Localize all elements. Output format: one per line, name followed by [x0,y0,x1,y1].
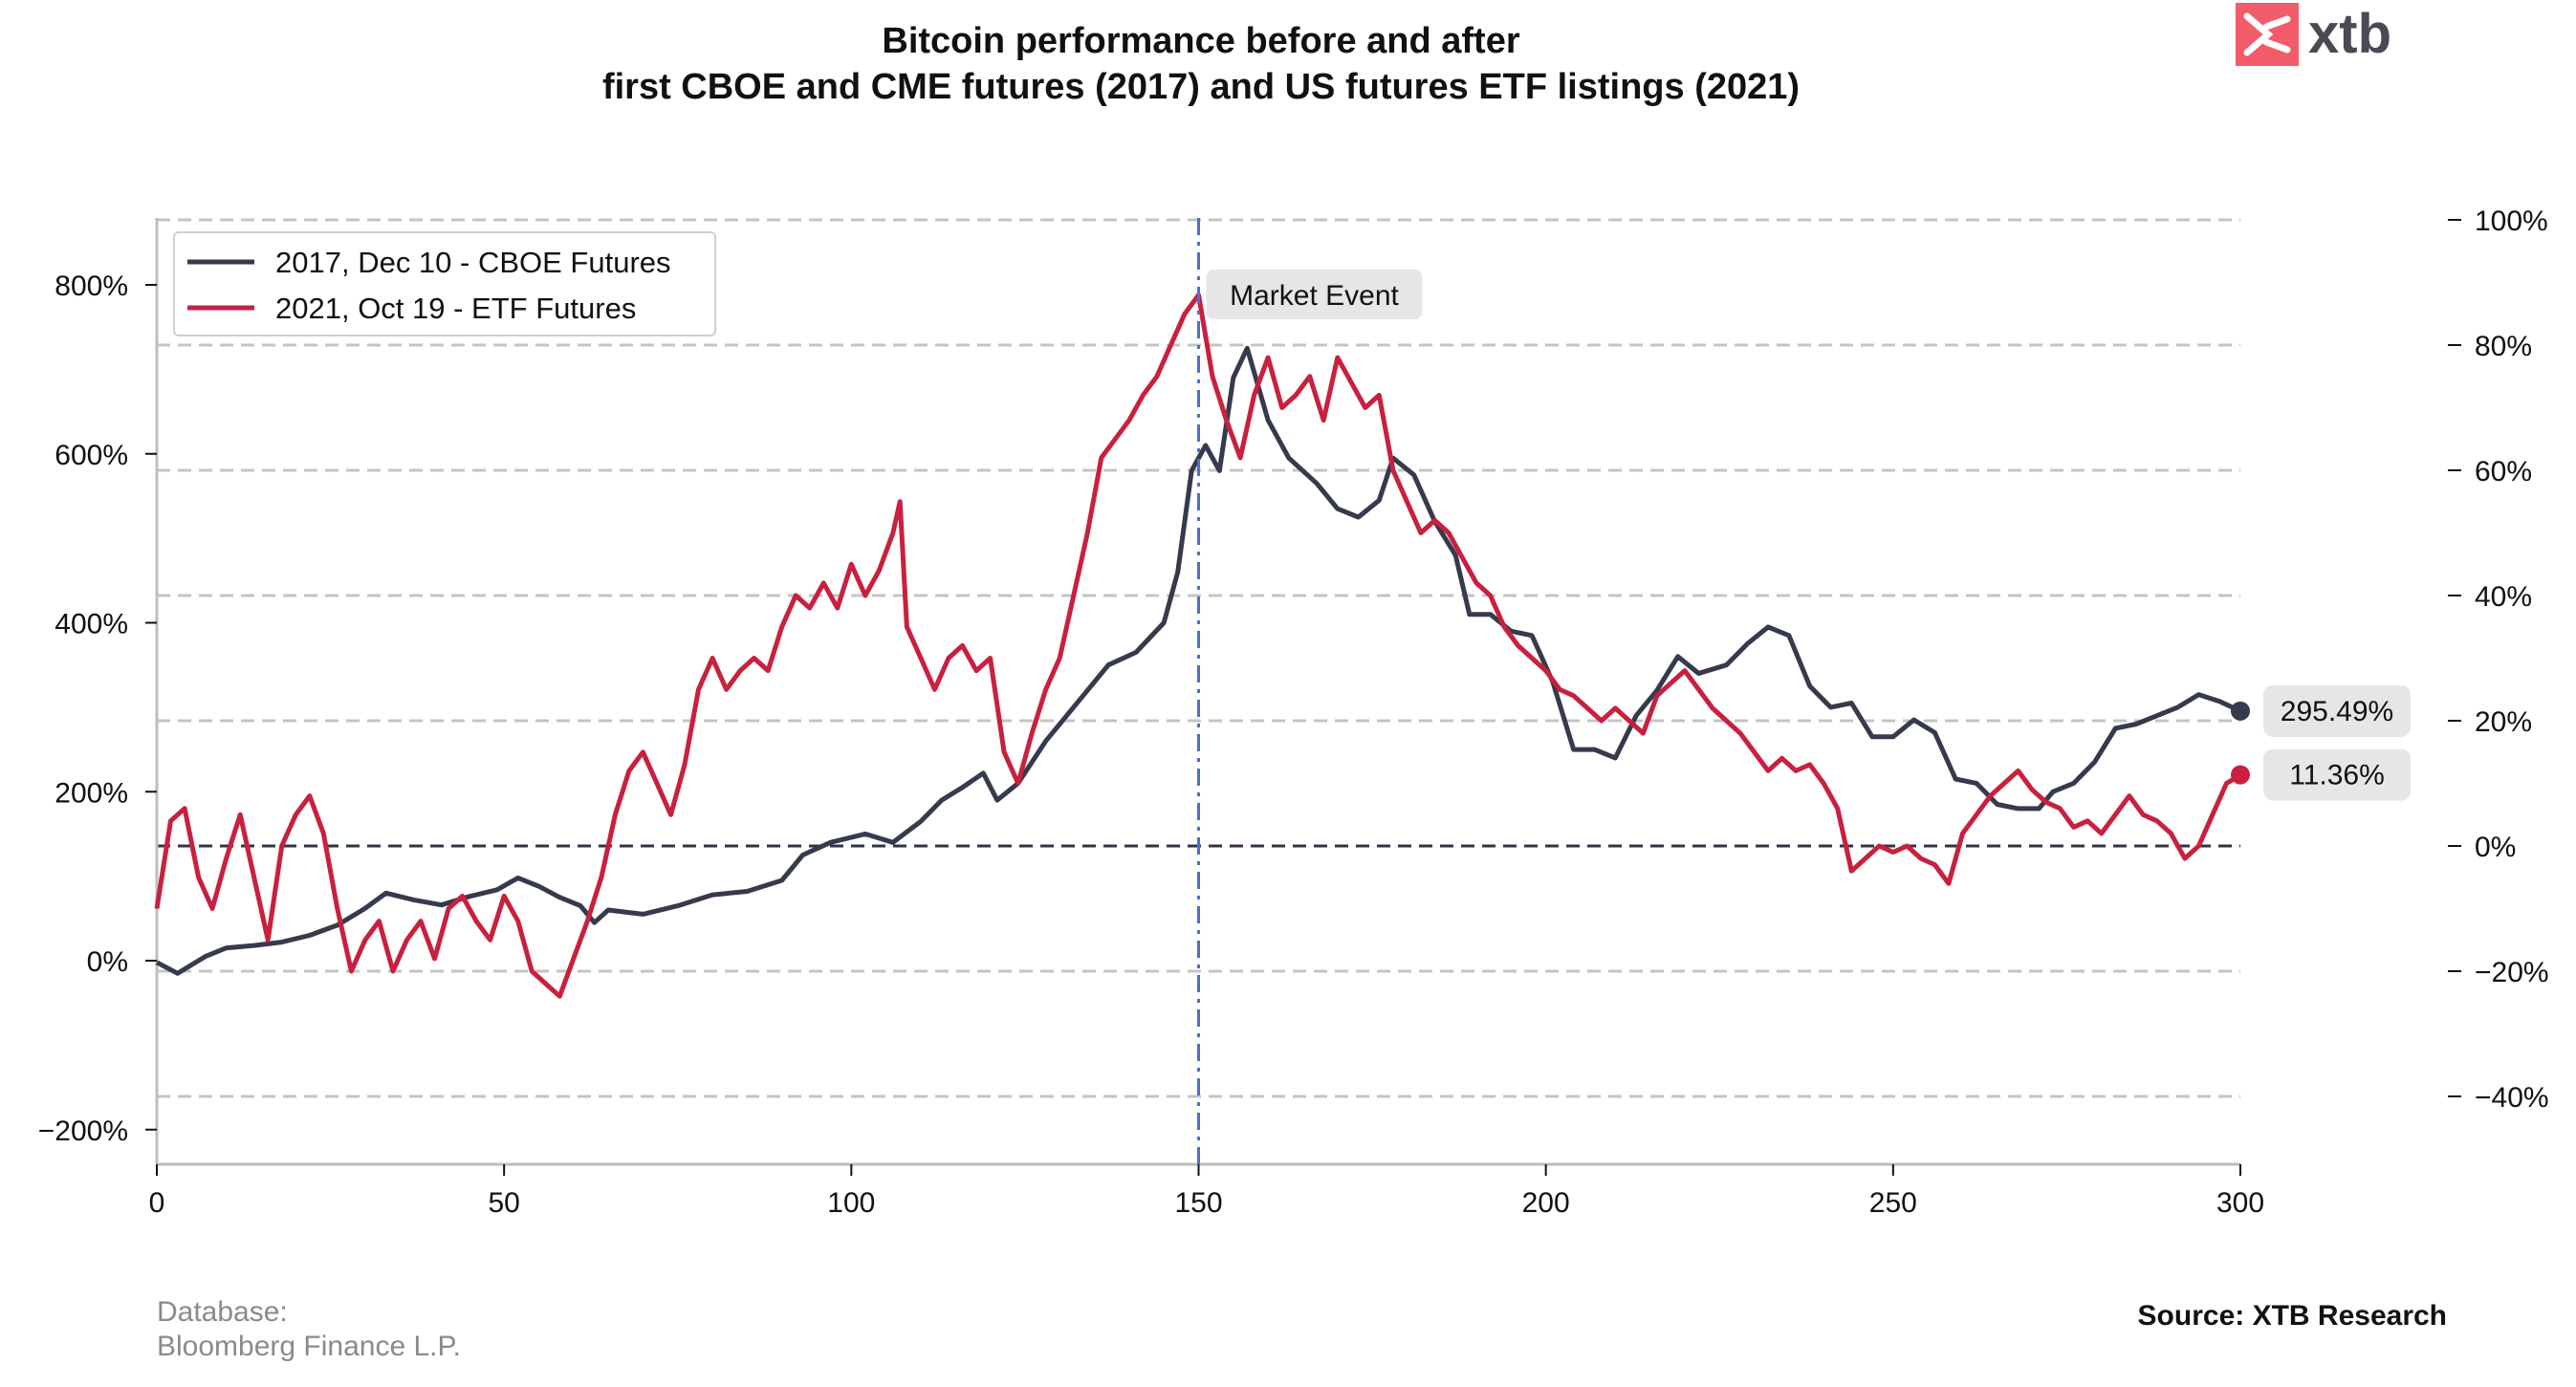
xtb-logo-cross-icon [2243,12,2291,56]
x-tick-label: 250 [1869,1187,1917,1219]
right-tick-label: 0% [2475,832,2516,863]
chart-subtitle: first CBOE and CME futures (2017) and US… [602,67,1800,107]
right-tick-label: −40% [2475,1082,2549,1114]
right-tick-label: 40% [2475,581,2532,613]
right-tick-label: 60% [2475,456,2532,488]
legend-label-2017: 2017, Dec 10 - CBOE Futures [275,246,671,279]
footer-database-label: Database: [157,1296,288,1328]
footer-source: Source: XTB Research [2138,1300,2447,1332]
footer-database-value: Bloomberg Finance L.P. [157,1331,461,1362]
end-labels: 295.49% 11.36% [2231,684,2411,801]
market-event-label-box [1206,270,1423,319]
left-tick-label: 200% [55,777,128,809]
x-tick-label: 50 [488,1187,519,1219]
legend-label-2021: 2021, Oct 19 - ETF Futures [275,292,636,325]
right-tick-label: −20% [2475,957,2549,988]
left-tick-label: 800% [55,271,128,302]
legend-box [173,231,716,336]
end-marker-2017 [2231,701,2250,721]
market-event: Market Event [1197,218,1423,1164]
x-tick-label: 300 [2216,1187,2264,1219]
chart-title: Bitcoin performance before and after [882,21,1519,61]
axes: 800% 600% 400% 200% 0% −200% 100% 80% 60% 40% 20% 0… [38,206,2549,1219]
series-lines [154,293,2242,999]
x-tick-label: 100 [827,1187,875,1219]
x-tick-label: 0 [149,1187,165,1219]
left-tick-label: 400% [55,609,128,640]
x-tick-label: 150 [1174,1187,1222,1219]
left-tick-label: 0% [87,946,128,978]
x-tick-label: 200 [1522,1187,1570,1219]
left-tick-label: 600% [55,440,128,471]
end-label-box-2021 [2263,748,2411,801]
end-label-2021: 11.36% [2289,760,2385,791]
market-event-label: Market Event [1230,280,1399,312]
left-tick-label: −200% [38,1116,128,1147]
xtb-logo-text: xtb [2308,3,2391,65]
series-line-2021 [154,293,2242,999]
legend: 2017, Dec 10 - CBOE Futures 2021, Oct 19… [173,231,716,336]
xtb-logo: xtb [2236,3,2391,66]
right-tick-label: 100% [2475,206,2548,237]
end-label-2017: 295.49% [2281,696,2393,727]
end-marker-2021 [2231,765,2250,785]
end-label-box-2017 [2263,684,2411,737]
right-tick-label: 20% [2475,706,2532,738]
right-tick-label: 80% [2475,331,2532,362]
